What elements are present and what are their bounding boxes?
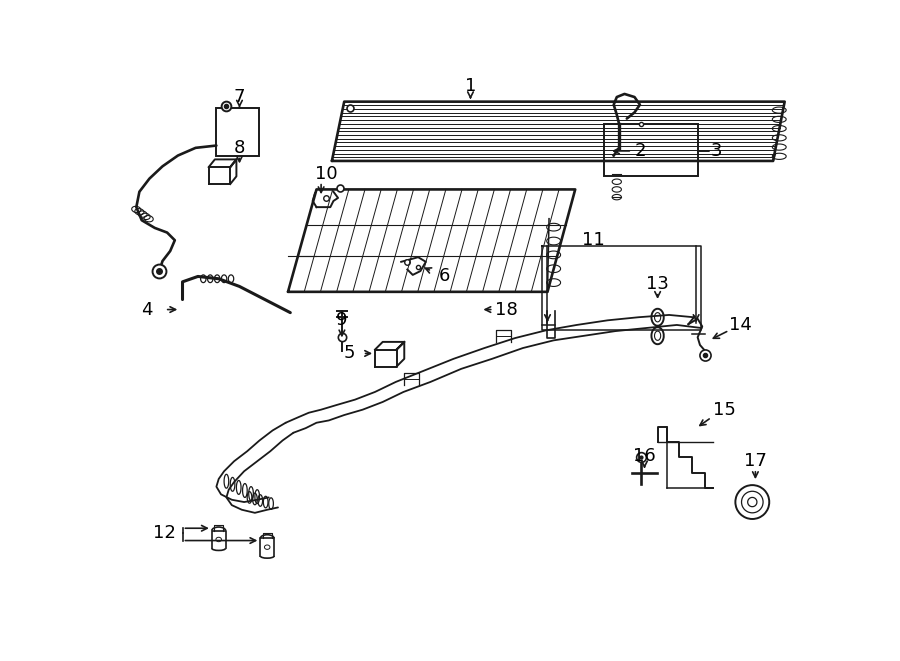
Text: 9: 9 xyxy=(337,311,347,329)
Text: 15: 15 xyxy=(713,401,736,418)
Text: 11: 11 xyxy=(582,231,605,249)
Text: 8: 8 xyxy=(234,139,245,157)
Text: 14: 14 xyxy=(729,316,751,334)
Bar xyxy=(216,108,258,155)
Text: 18: 18 xyxy=(494,301,518,319)
Text: 10: 10 xyxy=(315,165,338,183)
Text: 17: 17 xyxy=(744,452,767,470)
Bar xyxy=(604,124,698,176)
Text: 13: 13 xyxy=(646,275,669,293)
Text: 1: 1 xyxy=(464,77,476,95)
Text: 7: 7 xyxy=(234,88,245,106)
Text: 5: 5 xyxy=(344,344,356,362)
Text: 12: 12 xyxy=(153,524,176,542)
Text: 3: 3 xyxy=(711,142,723,160)
Text: 6: 6 xyxy=(438,268,450,286)
Text: 16: 16 xyxy=(633,447,656,465)
Text: 2: 2 xyxy=(634,142,645,160)
Text: 4: 4 xyxy=(141,301,153,319)
